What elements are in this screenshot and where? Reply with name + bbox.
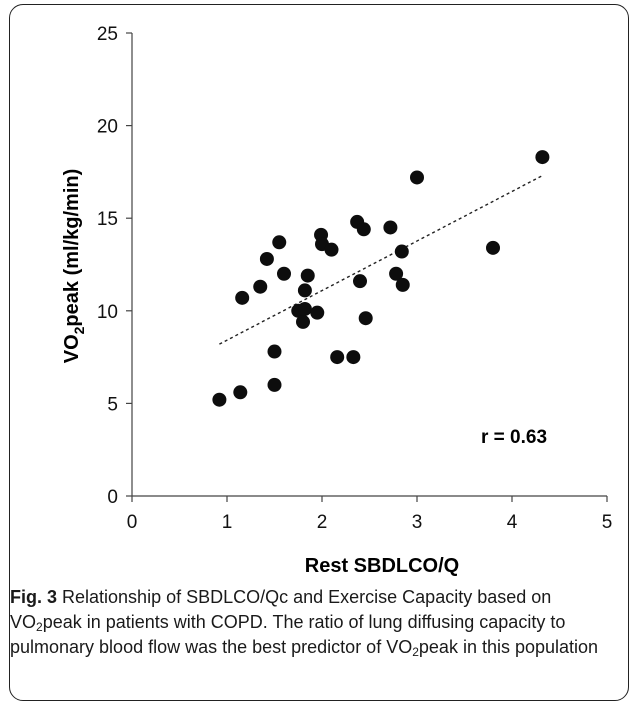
- figure-frame: [9, 4, 629, 701]
- data-point: [267, 377, 282, 392]
- data-point: [358, 311, 373, 326]
- data-point: [253, 279, 268, 294]
- caption-sub-2: 2: [412, 645, 419, 659]
- x-tick-label: 4: [507, 512, 518, 533]
- y-tick-label: 10: [97, 302, 118, 323]
- correlation-annotation: r = 0.63: [481, 427, 547, 448]
- data-point: [259, 251, 274, 266]
- y-axis-title: VO2peak (ml/kg/min): [61, 169, 87, 364]
- y-tick-label: 0: [107, 487, 118, 508]
- trendline-group: [219, 174, 543, 345]
- caption-text-2: peak in patients with COPD. The ratio of…: [10, 612, 566, 657]
- data-point: [212, 392, 227, 407]
- x-tick-label: 2: [317, 512, 328, 533]
- data-point: [277, 266, 291, 281]
- data-point: [486, 240, 500, 255]
- y-tick-label: 25: [97, 24, 118, 45]
- data-point: [324, 242, 339, 257]
- data-point: [330, 350, 345, 365]
- caption-sub-1: 2: [36, 620, 43, 634]
- data-point: [383, 220, 398, 235]
- data-point: [233, 385, 248, 400]
- data-point: [235, 290, 250, 305]
- x-tick-label: 3: [412, 512, 423, 533]
- data-point: [395, 277, 410, 292]
- data-point: [346, 350, 361, 365]
- x-tick-label: 1: [222, 512, 233, 533]
- caption-text-3: peak in this population: [418, 637, 599, 657]
- data-point: [267, 344, 282, 359]
- y-tick-label: 20: [97, 117, 118, 138]
- x-tick-label: 0: [127, 512, 138, 533]
- data-point: [353, 274, 367, 289]
- data-point: [272, 235, 287, 250]
- y-axis-title-sub: 2: [71, 326, 87, 334]
- y-tick-label: 5: [107, 394, 118, 415]
- data-point: [389, 266, 404, 281]
- trendline: [219, 174, 543, 345]
- axes: [131, 33, 607, 497]
- figure-label: Fig. 3: [10, 587, 58, 607]
- data-point: [296, 314, 310, 329]
- caption-text-1: Relationship of SBDLCO/Qc and Exercise C…: [10, 587, 552, 632]
- figure-caption: Fig. 3 Relationship of SBDLCO/Qc and Exe…: [10, 585, 622, 660]
- y-axis-title-suffix: peak (ml/kg/min): [61, 169, 83, 327]
- data-point: [300, 268, 315, 283]
- y-tick-label: 15: [97, 209, 118, 230]
- x-axis-title: Rest SBDLCO/Q: [305, 555, 459, 577]
- data-point: [356, 222, 371, 237]
- data-point: [535, 150, 550, 165]
- data-point: [297, 283, 312, 298]
- x-tick-label: 5: [602, 512, 613, 533]
- y-axis-ticks: 0 5 10 15 20 25: [97, 24, 132, 508]
- data-point: [310, 305, 325, 320]
- y-axis-title-prefix: VO: [61, 334, 83, 363]
- data-point: [394, 244, 409, 259]
- data-point: [410, 170, 424, 185]
- data-points: [212, 150, 550, 407]
- x-axis-ticks: 0 1 2 3 4 5: [127, 496, 613, 533]
- data-point: [297, 301, 312, 316]
